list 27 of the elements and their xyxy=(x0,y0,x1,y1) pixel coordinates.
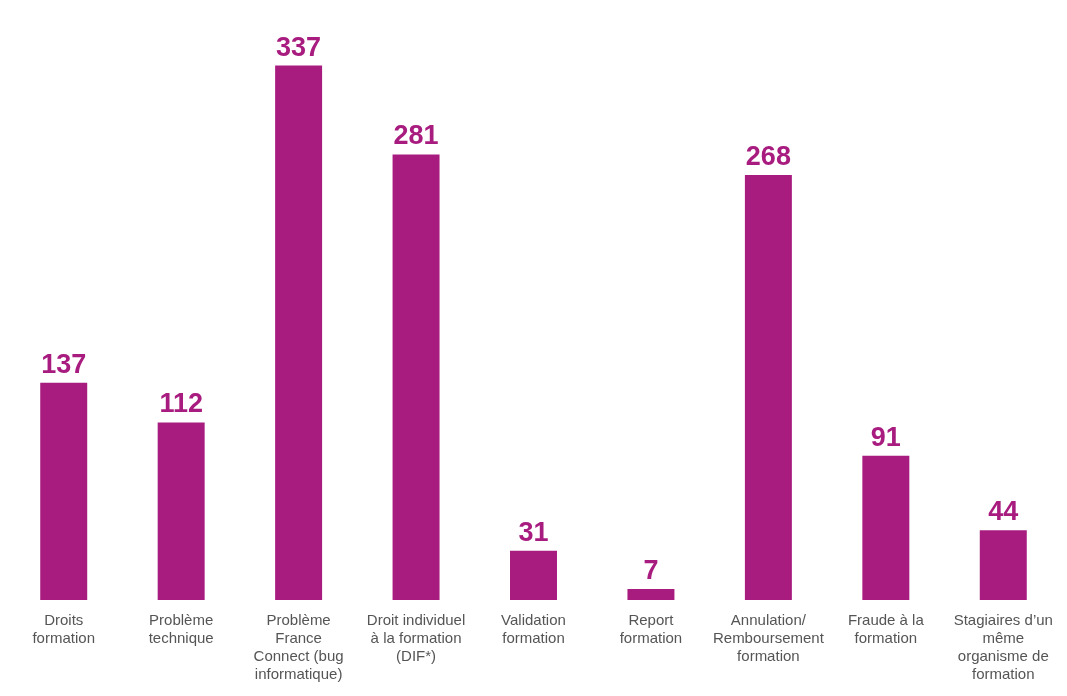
bar xyxy=(392,154,440,600)
x-tick-label: Fraude à la formation xyxy=(847,611,925,647)
data-label: 112 xyxy=(159,388,203,419)
data-label: 91 xyxy=(870,421,901,452)
bar xyxy=(40,382,88,600)
x-tick-label: Annulation/ Remboursement formation xyxy=(712,611,825,665)
bar xyxy=(744,175,792,600)
bar xyxy=(510,550,557,600)
data-label: 281 xyxy=(393,120,439,151)
data-label: 44 xyxy=(988,496,1019,527)
bar xyxy=(157,422,205,600)
data-label: 137 xyxy=(41,348,87,379)
bar xyxy=(862,455,910,600)
x-tick-label: Problème technique xyxy=(148,611,214,647)
x-tick-label: Problème France Connect (bug informatique) xyxy=(253,611,344,683)
data-label: 31 xyxy=(518,516,549,547)
x-tick-label: Stagiaires d’un même organisme de formation xyxy=(953,611,1053,683)
x-tick-label: Droits formation xyxy=(32,611,95,647)
bar xyxy=(275,65,323,600)
bar xyxy=(979,530,1027,600)
data-label: 268 xyxy=(745,140,791,171)
x-tick-label: Report formation xyxy=(619,611,683,647)
bar xyxy=(627,588,675,600)
data-label: 7 xyxy=(643,554,659,585)
x-tick-label: Droit individuel à la formation (DIF*) xyxy=(366,611,466,665)
data-label: 337 xyxy=(276,31,322,62)
x-tick-label: Validation formation xyxy=(501,611,566,647)
